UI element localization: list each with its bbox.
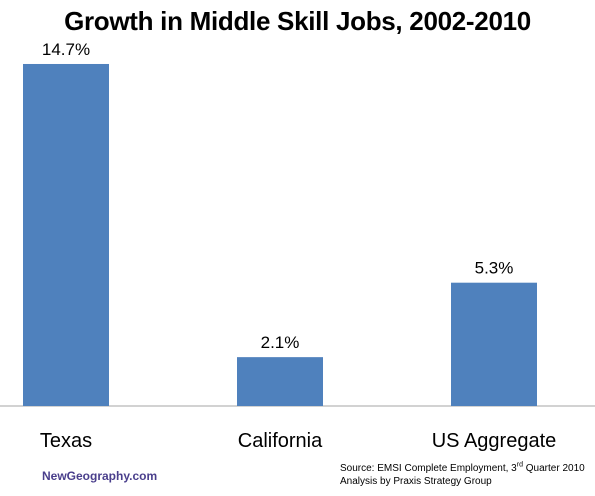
chart-title: Growth in Middle Skill Jobs, 2002-2010 [64, 6, 531, 36]
source-note: Source: EMSI Complete Employment, 3rd Qu… [340, 462, 585, 488]
category-label: California [238, 430, 323, 452]
data-label: 2.1% [261, 333, 300, 352]
category-label: US Aggregate [432, 430, 557, 452]
source-line-1: Source: EMSI Complete Employment, 3rd Qu… [340, 461, 585, 474]
data-label: 14.7% [42, 40, 90, 59]
bar-us-aggregate [451, 282, 537, 406]
data-label: 5.3% [475, 259, 514, 278]
source-line-2: Analysis by Praxis Strategy Group [340, 476, 492, 487]
bar-california [237, 357, 323, 406]
category-label: Texas [40, 430, 92, 452]
brand-label: NewGeography.com [42, 469, 158, 483]
bar-texas [23, 63, 109, 406]
